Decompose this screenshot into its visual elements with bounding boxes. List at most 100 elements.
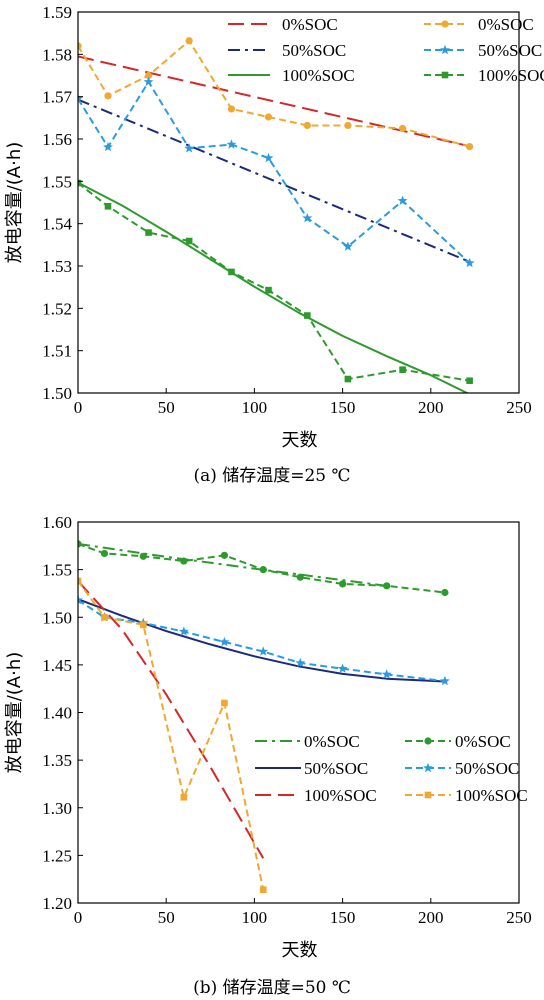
y-tick-label: 1.56 — [42, 130, 72, 149]
data-point-50pctsoc-measured — [258, 646, 269, 656]
legend-marker-0pctsoc-measured — [424, 737, 432, 745]
series-line-0pctsoc-fit — [78, 542, 387, 587]
data-point-0pctsoc-measured — [441, 588, 449, 597]
x-tick-label: 0 — [74, 398, 83, 417]
legend-label-50pctsoc-measured: 50%SOC — [478, 41, 542, 60]
y-tick-label: 1.50 — [42, 608, 72, 627]
y-tick-label: 1.55 — [42, 172, 72, 191]
data-point-0pctsoc-measured — [144, 71, 153, 80]
data-point-100pctsoc-measured — [304, 312, 311, 319]
y-tick-label: 1.53 — [42, 257, 72, 276]
legend-label-0pctsoc-fit: 0%SOC — [282, 15, 338, 34]
panel-a: (a) 储存温度=25 ℃ 0 50 100 150 200 250 1.50 1.51 1.5… — [4, 3, 544, 486]
data-point-100pctsoc-measured — [221, 699, 228, 707]
y-tick-label: 1.55 — [42, 561, 72, 580]
x-tick-label: 50 — [158, 398, 175, 417]
legend-marker-50pctsoc-measured — [423, 762, 433, 773]
data-point-100pctsoc-measured — [344, 375, 352, 383]
data-point-50pctsoc-measured — [295, 657, 306, 668]
data-point-50pctsoc-measured — [103, 141, 113, 152]
x-axis-label-b: 天数 — [282, 940, 318, 961]
data-point-0pctsoc-measured — [383, 582, 391, 590]
data-point-0pctsoc-measured — [180, 557, 188, 565]
legend-marker-50pctsoc-measured — [440, 44, 450, 55]
legend-label-100pctsoc-measured: 100%SOC — [455, 786, 528, 805]
data-point-0pctsoc-measured — [264, 113, 273, 121]
y-tick-label: 1.59 — [42, 3, 72, 22]
x-tick-label: 50 — [158, 908, 175, 927]
y-axis-label-b: 放电容量/(A·h) — [4, 652, 25, 774]
axes-frame-a — [77, 11, 520, 394]
data-point-0pctsoc-measured — [296, 573, 304, 581]
y-tick-label: 1.57 — [42, 88, 72, 107]
data-point-50pctsoc-measured — [178, 626, 189, 636]
data-point-50pctsoc-measured — [143, 76, 154, 87]
data-point-100pctsoc-measured — [139, 621, 147, 629]
data-point-0pctsoc-measured — [227, 105, 236, 113]
series-line-50pctsoc-measured — [78, 599, 446, 683]
data-point-0pctsoc-measured — [344, 121, 352, 130]
y-tick-label: 1.40 — [42, 704, 72, 723]
x-tick-label: 100 — [242, 908, 268, 927]
series-line-50pctsoc-fit — [78, 98, 470, 263]
x-tick-label: 250 — [506, 398, 532, 417]
legend-a: 0%SOC 0%SOC 50%SOC 50%SOC 100%SOC 100%SOC — [228, 15, 544, 85]
y-tick-label: 1.60 — [42, 513, 72, 532]
y-tick-label: 1.52 — [42, 299, 72, 318]
legend-marker-100pctsoc-measured — [424, 791, 432, 799]
data-point-50pctsoc-measured — [78, 594, 83, 605]
legend-marker-100pctsoc-measured — [441, 71, 449, 79]
data-point-100pctsoc-measured — [145, 229, 152, 236]
y-tick-label: 1.45 — [42, 656, 72, 675]
data-point-100pctsoc-measured — [101, 613, 108, 621]
y-axis-label-a: 放电容量/(A·h) — [4, 142, 25, 264]
series-line-0pctsoc-measured — [78, 542, 446, 594]
caption-a: (a) 储存温度=25 ℃ — [193, 466, 350, 486]
panel-b: (b) 储存温度=50 ℃ 0 50 100 150 200 250 1.20 1.25 1.3… — [4, 513, 532, 998]
series-line-0pctsoc-measured — [78, 39, 470, 148]
data-point-100pctsoc-measured — [180, 793, 188, 801]
series-line-100pctsoc-fit — [78, 181, 470, 393]
data-point-100pctsoc-measured — [185, 237, 193, 245]
y-tick-label: 1.35 — [42, 751, 72, 770]
x-tick-label: 150 — [330, 908, 356, 927]
data-point-100pctsoc-measured — [78, 577, 82, 585]
data-point-0pctsoc-measured — [139, 552, 147, 560]
series-line-100pctsoc-measured — [78, 182, 470, 382]
data-point-50pctsoc-measured — [397, 195, 408, 206]
data-point-0pctsoc-measured — [104, 92, 112, 100]
x-tick-label: 0 — [74, 908, 83, 927]
x-tick-label: 250 — [506, 908, 532, 927]
y-tick-label: 1.58 — [42, 45, 72, 64]
legend-label-100pctsoc-fit: 100%SOC — [304, 786, 377, 805]
series-line-50pctsoc-measured — [78, 80, 471, 264]
data-point-0pctsoc-measured — [185, 37, 193, 45]
x-tick-label: 100 — [242, 398, 268, 417]
y-tick-label: 1.51 — [42, 342, 72, 361]
y-tick-label: 1.54 — [42, 215, 72, 234]
legend-label-50pctsoc-fit: 50%SOC — [282, 41, 346, 60]
data-point-0pctsoc-measured — [78, 42, 82, 50]
legend-b: 0%SOC 0%SOC 50%SOC 50%SOC 100%SOC 100%SOC — [255, 732, 528, 805]
data-point-50pctsoc-measured — [184, 143, 195, 153]
series-line-100pctsoc-fit — [78, 580, 265, 859]
data-point-100pctsoc-measured — [466, 377, 473, 385]
data-point-0pctsoc-measured — [100, 549, 109, 558]
data-point-0pctsoc-measured — [466, 143, 474, 151]
plot-area-b — [78, 540, 450, 893]
data-point-50pctsoc-measured — [464, 257, 475, 268]
data-point-100pctsoc-measured — [399, 366, 406, 374]
legend-marker-0pctsoc-measured — [441, 20, 449, 28]
data-point-50pctsoc-measured — [78, 93, 83, 103]
data-point-50pctsoc-measured — [302, 212, 313, 223]
x-tick-label: 150 — [330, 398, 356, 417]
y-tick-label: 1.30 — [42, 799, 72, 818]
y-tick-label: 1.20 — [42, 894, 72, 913]
legend-label-0pctsoc-measured: 0%SOC — [478, 15, 534, 34]
legend-label-100pctsoc-measured: 100%SOC — [478, 66, 544, 85]
data-point-0pctsoc-measured — [78, 540, 82, 548]
data-point-100pctsoc-measured — [259, 886, 267, 893]
data-point-50pctsoc-measured — [342, 241, 353, 251]
plot-area-a — [78, 37, 475, 393]
